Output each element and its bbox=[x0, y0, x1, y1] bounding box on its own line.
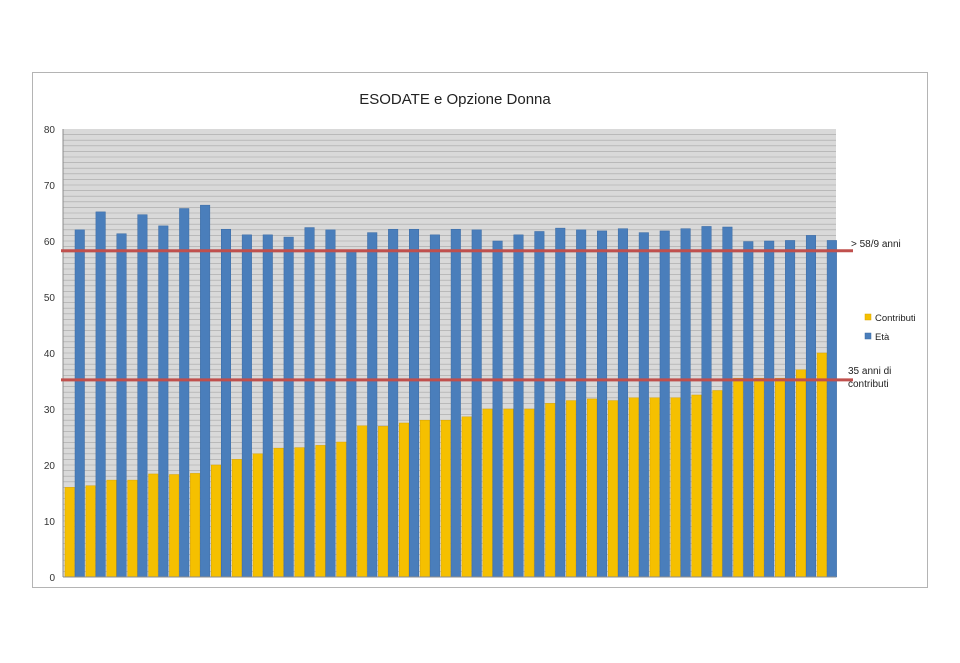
bar-contributi bbox=[357, 425, 368, 578]
bar-contributi bbox=[503, 408, 514, 578]
bar-eta bbox=[826, 240, 837, 578]
y-axis: 0 10 20 30 40 50 60 70 80 bbox=[44, 125, 836, 584]
bar-contributi bbox=[733, 377, 744, 578]
bar-eta bbox=[179, 208, 190, 578]
bar-eta bbox=[200, 204, 211, 578]
bar-contributi bbox=[169, 474, 180, 578]
bar-contributi bbox=[712, 390, 723, 578]
bar-eta bbox=[555, 227, 566, 578]
bar-eta bbox=[617, 228, 628, 578]
bar-eta bbox=[74, 229, 85, 578]
bar-contributi bbox=[190, 473, 201, 578]
bar-contributi bbox=[628, 397, 639, 578]
bar-eta bbox=[534, 231, 545, 578]
bar-contributi bbox=[670, 397, 681, 578]
legend-swatch bbox=[864, 332, 872, 340]
bar-eta bbox=[576, 229, 587, 578]
bar-eta bbox=[346, 250, 357, 578]
bar-eta bbox=[743, 241, 754, 578]
bar-contributi bbox=[294, 447, 305, 578]
bar-contributi bbox=[587, 398, 598, 578]
bar-eta bbox=[680, 228, 691, 578]
bar-eta bbox=[137, 214, 148, 578]
bars bbox=[64, 204, 837, 578]
bar-contributi bbox=[64, 487, 75, 578]
bar-contributi bbox=[273, 447, 284, 578]
reference-line-label: > 58/9 anni bbox=[851, 239, 901, 250]
bar-contributi bbox=[649, 397, 660, 578]
bar-chart: ESODATE e Opzione Donna 0 10 20 30 40 50 60 70 8… bbox=[44, 91, 916, 584]
bar-contributi bbox=[566, 400, 577, 578]
bar-eta bbox=[659, 230, 670, 578]
bar-eta bbox=[220, 228, 231, 578]
bar-eta bbox=[701, 226, 712, 578]
bar-eta bbox=[95, 211, 106, 578]
bar-eta bbox=[241, 234, 252, 578]
bar-contributi bbox=[399, 422, 410, 578]
bar-eta bbox=[429, 234, 440, 578]
bar-contributi bbox=[315, 445, 326, 578]
legend-swatch bbox=[864, 313, 872, 321]
bar-contributi bbox=[461, 416, 472, 578]
bar-eta bbox=[471, 229, 482, 578]
bar-eta bbox=[805, 235, 816, 578]
bar-eta bbox=[764, 240, 775, 578]
y-tick-label: 20 bbox=[44, 461, 56, 472]
chart-title: ESODATE e Opzione Donna bbox=[359, 91, 551, 108]
bar-eta bbox=[325, 229, 336, 578]
bar-eta bbox=[304, 227, 315, 578]
y-tick-label: 60 bbox=[44, 237, 56, 248]
y-tick-label: 50 bbox=[44, 293, 56, 304]
bar-contributi bbox=[419, 419, 430, 578]
y-tick-label: 70 bbox=[44, 181, 56, 192]
bar-contributi bbox=[106, 479, 117, 578]
bar-eta bbox=[785, 240, 796, 578]
bar-contributi bbox=[691, 394, 702, 578]
bar-contributi bbox=[775, 377, 786, 578]
bar-contributi bbox=[210, 464, 221, 578]
bar-eta bbox=[722, 226, 733, 578]
bar-contributi bbox=[795, 369, 806, 578]
y-tick-label: 10 bbox=[44, 517, 56, 528]
reference-lines: > 58/9 anni 35 anni di contributi bbox=[61, 239, 901, 390]
bar-eta bbox=[450, 228, 461, 578]
bar-eta bbox=[597, 230, 608, 578]
bar-contributi bbox=[231, 459, 242, 578]
bar-eta bbox=[409, 228, 420, 578]
bar-eta bbox=[158, 225, 169, 578]
y-tick-label: 40 bbox=[44, 349, 56, 360]
bar-contributi bbox=[85, 485, 96, 578]
bar-eta bbox=[513, 234, 524, 578]
y-tick-label: 0 bbox=[49, 573, 55, 584]
chart-frame: ESODATE e Opzione Donna 0 10 20 30 40 50 60 70 8… bbox=[32, 72, 928, 588]
y-tick-label: 30 bbox=[44, 405, 56, 416]
bar-contributi bbox=[148, 473, 159, 578]
bar-eta bbox=[492, 240, 503, 578]
bar-contributi bbox=[482, 408, 493, 578]
bar-eta bbox=[388, 228, 399, 578]
bar-eta bbox=[638, 232, 649, 578]
reference-line-label: 35 anni di contributi bbox=[848, 366, 891, 390]
bar-contributi bbox=[127, 479, 138, 578]
bar-eta bbox=[283, 236, 294, 578]
bar-contributi bbox=[816, 352, 827, 578]
bar-contributi bbox=[545, 403, 556, 578]
legend-label: Età bbox=[875, 332, 890, 343]
bar-contributi bbox=[754, 377, 765, 578]
bar-contributi bbox=[524, 408, 535, 578]
legend-label: Contributi bbox=[875, 313, 916, 324]
bar-eta bbox=[262, 234, 273, 578]
bar-contributi bbox=[440, 419, 451, 578]
legend: Contributi Età bbox=[864, 313, 916, 343]
y-tick-label: 80 bbox=[44, 125, 56, 136]
bar-eta bbox=[116, 233, 127, 578]
bar-eta bbox=[367, 232, 378, 578]
bar-contributi bbox=[378, 426, 389, 578]
bar-contributi bbox=[336, 441, 347, 578]
bar-contributi bbox=[607, 400, 618, 578]
bar-contributi bbox=[252, 453, 263, 578]
